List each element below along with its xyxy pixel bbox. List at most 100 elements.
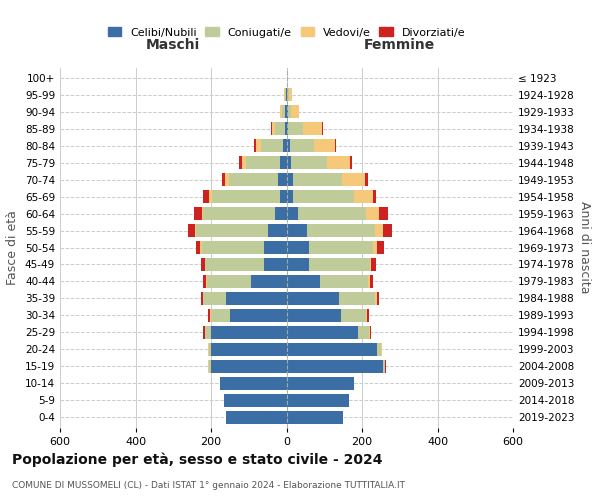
Bar xyxy=(371,258,376,271)
Bar xyxy=(283,139,287,152)
Bar xyxy=(293,173,343,186)
Bar xyxy=(340,292,375,305)
Bar xyxy=(203,292,226,305)
Bar xyxy=(292,156,327,169)
Bar xyxy=(246,156,280,169)
Bar xyxy=(203,275,206,288)
Bar xyxy=(287,411,343,424)
Bar xyxy=(251,275,287,288)
Text: Popolazione per età, sesso e stato civile - 2024: Popolazione per età, sesso e stato civil… xyxy=(12,452,383,467)
Bar xyxy=(287,309,341,322)
Bar xyxy=(203,326,205,339)
Bar xyxy=(290,106,299,118)
Bar xyxy=(314,139,335,152)
Bar xyxy=(261,139,283,152)
Bar xyxy=(220,377,287,390)
Bar xyxy=(287,394,349,406)
Bar xyxy=(208,343,209,356)
Bar xyxy=(287,224,307,237)
Bar xyxy=(209,343,211,356)
Bar xyxy=(381,343,382,356)
Bar xyxy=(353,190,373,203)
Bar xyxy=(287,292,340,305)
Bar xyxy=(286,88,287,101)
Bar xyxy=(201,258,205,271)
Bar xyxy=(229,173,278,186)
Bar xyxy=(366,309,367,322)
Bar xyxy=(194,207,202,220)
Bar xyxy=(272,122,275,135)
Bar xyxy=(278,173,287,186)
Bar xyxy=(264,258,287,271)
Bar xyxy=(212,190,280,203)
Bar xyxy=(335,139,336,152)
Bar xyxy=(275,207,287,220)
Y-axis label: Fasce di età: Fasce di età xyxy=(7,210,19,285)
Bar xyxy=(286,106,287,118)
Bar xyxy=(226,411,287,424)
Bar xyxy=(383,224,392,237)
Bar xyxy=(287,275,320,288)
Bar xyxy=(195,224,196,237)
Bar xyxy=(254,139,256,152)
Y-axis label: Anni di nascita: Anni di nascita xyxy=(578,201,591,294)
Bar xyxy=(196,224,268,237)
Bar xyxy=(280,190,287,203)
Bar xyxy=(341,309,366,322)
Bar xyxy=(365,173,368,186)
Bar xyxy=(271,122,272,135)
Bar xyxy=(385,360,386,372)
Bar xyxy=(373,190,376,203)
Text: Maschi: Maschi xyxy=(146,38,200,52)
Bar xyxy=(287,173,293,186)
Bar xyxy=(369,326,370,339)
Bar xyxy=(309,241,373,254)
Bar xyxy=(373,241,377,254)
Bar xyxy=(210,309,211,322)
Bar xyxy=(208,360,209,372)
Bar xyxy=(287,241,309,254)
Bar xyxy=(196,241,200,254)
Bar xyxy=(284,88,286,101)
Bar xyxy=(280,156,287,169)
Bar xyxy=(322,122,323,135)
Bar xyxy=(343,173,365,186)
Bar xyxy=(287,190,293,203)
Bar xyxy=(370,326,371,339)
Bar xyxy=(224,394,287,406)
Bar xyxy=(320,275,368,288)
Bar xyxy=(283,106,286,118)
Bar xyxy=(242,156,246,169)
Bar xyxy=(205,326,211,339)
Bar xyxy=(377,343,381,356)
Bar xyxy=(288,122,303,135)
Bar xyxy=(289,88,292,101)
Bar xyxy=(298,207,366,220)
Bar xyxy=(203,190,209,203)
Legend: Celibi/Nubili, Coniugati/e, Vedovi/e, Divorziati/e: Celibi/Nubili, Coniugati/e, Vedovi/e, Di… xyxy=(103,22,470,42)
Bar xyxy=(287,360,383,372)
Bar xyxy=(211,360,287,372)
Bar xyxy=(211,343,287,356)
Bar xyxy=(287,122,288,135)
Bar xyxy=(206,275,207,288)
Bar xyxy=(264,241,287,254)
Bar xyxy=(200,241,202,254)
Bar xyxy=(383,360,385,372)
Bar xyxy=(293,190,353,203)
Bar xyxy=(202,207,203,220)
Bar xyxy=(208,309,210,322)
Bar xyxy=(309,258,370,271)
Bar xyxy=(268,224,287,237)
Bar xyxy=(367,309,369,322)
Bar xyxy=(230,309,287,322)
Bar xyxy=(211,309,230,322)
Bar xyxy=(207,275,251,288)
Bar xyxy=(256,139,261,152)
Bar xyxy=(290,139,314,152)
Bar xyxy=(239,156,242,169)
Bar xyxy=(188,224,195,237)
Bar xyxy=(368,275,370,288)
Bar xyxy=(205,258,264,271)
Bar xyxy=(203,207,275,220)
